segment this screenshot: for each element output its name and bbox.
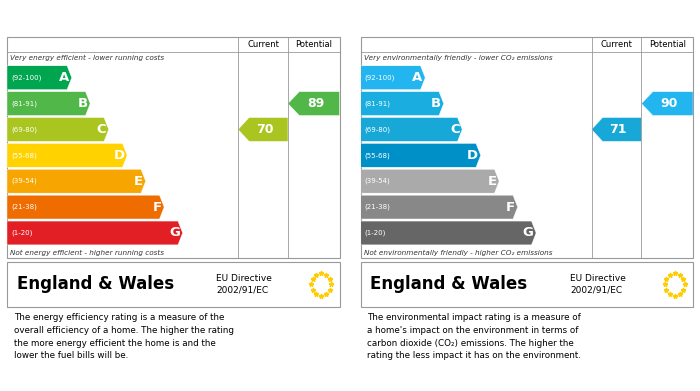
Text: 89: 89 (307, 97, 324, 110)
Text: (21-38): (21-38) (365, 204, 391, 210)
Text: B: B (78, 97, 88, 110)
Text: Environmental Impact (CO₂) Rating: Environmental Impact (CO₂) Rating (370, 16, 603, 30)
Polygon shape (7, 195, 164, 219)
Text: Potential: Potential (295, 40, 332, 49)
Text: (39-54): (39-54) (365, 178, 390, 185)
Polygon shape (360, 91, 444, 115)
Text: F: F (153, 201, 162, 213)
Polygon shape (592, 118, 641, 142)
Text: Potential: Potential (649, 40, 686, 49)
Polygon shape (360, 118, 462, 142)
Text: E: E (487, 175, 496, 188)
Text: C: C (450, 123, 459, 136)
Polygon shape (360, 143, 481, 167)
Text: D: D (113, 149, 125, 162)
Polygon shape (288, 91, 340, 115)
Text: F: F (506, 201, 515, 213)
Text: 90: 90 (660, 97, 678, 110)
Text: 71: 71 (610, 123, 627, 136)
Text: D: D (467, 149, 478, 162)
Text: (1-20): (1-20) (365, 230, 386, 236)
Text: A: A (412, 71, 423, 84)
Text: Very energy efficient - lower running costs: Very energy efficient - lower running co… (10, 55, 164, 61)
Text: Very environmentally friendly - lower CO₂ emissions: Very environmentally friendly - lower CO… (364, 55, 552, 61)
Polygon shape (7, 91, 90, 115)
Polygon shape (238, 118, 288, 142)
Text: (69-80): (69-80) (11, 126, 37, 133)
Text: C: C (97, 123, 106, 136)
Text: Not environmentally friendly - higher CO₂ emissions: Not environmentally friendly - higher CO… (364, 250, 552, 256)
Text: England & Wales: England & Wales (370, 275, 528, 294)
Text: (81-91): (81-91) (11, 100, 37, 107)
Text: EU Directive
2002/91/EC: EU Directive 2002/91/EC (216, 274, 272, 295)
Text: Current: Current (247, 40, 279, 49)
Text: Energy Efficiency Rating: Energy Efficiency Rating (17, 16, 179, 30)
Polygon shape (7, 118, 108, 142)
Polygon shape (7, 143, 127, 167)
Polygon shape (360, 195, 517, 219)
Text: G: G (523, 226, 533, 239)
Text: G: G (169, 226, 180, 239)
Polygon shape (360, 169, 499, 193)
Text: Not energy efficient - higher running costs: Not energy efficient - higher running co… (10, 250, 164, 256)
Text: (69-80): (69-80) (365, 126, 391, 133)
Polygon shape (360, 66, 425, 90)
Text: (92-100): (92-100) (365, 74, 395, 81)
Text: EU Directive
2002/91/EC: EU Directive 2002/91/EC (570, 274, 626, 295)
Text: E: E (134, 175, 143, 188)
Text: A: A (59, 71, 69, 84)
Text: The energy efficiency rating is a measure of the
overall efficiency of a home. T: The energy efficiency rating is a measur… (14, 313, 234, 361)
Text: The environmental impact rating is a measure of
a home's impact on the environme: The environmental impact rating is a mea… (367, 313, 581, 361)
Text: (92-100): (92-100) (11, 74, 41, 81)
Text: (55-68): (55-68) (365, 152, 390, 159)
Text: (21-38): (21-38) (11, 204, 37, 210)
Text: 70: 70 (256, 123, 274, 136)
Text: B: B (431, 97, 441, 110)
Text: (39-54): (39-54) (11, 178, 36, 185)
Polygon shape (7, 66, 71, 90)
Polygon shape (641, 91, 693, 115)
Text: (55-68): (55-68) (11, 152, 36, 159)
Polygon shape (360, 221, 536, 245)
Text: (81-91): (81-91) (365, 100, 391, 107)
Polygon shape (7, 169, 146, 193)
Text: England & Wales: England & Wales (17, 275, 174, 294)
Text: Current: Current (601, 40, 633, 49)
Text: (1-20): (1-20) (11, 230, 32, 236)
Polygon shape (7, 221, 183, 245)
